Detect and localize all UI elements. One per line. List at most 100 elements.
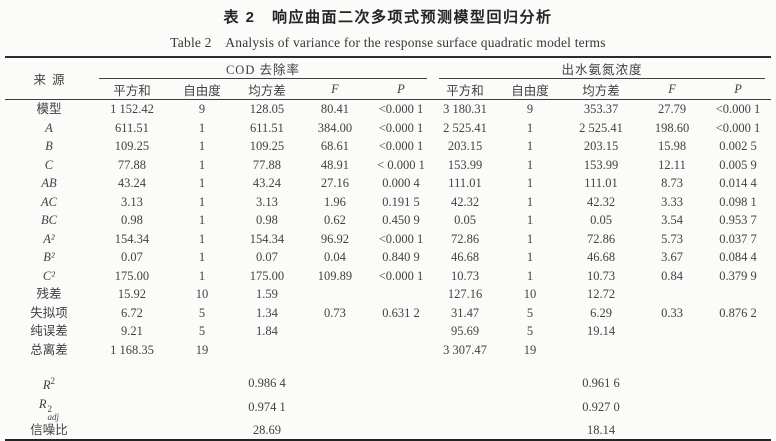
- header-nh-p: P: [734, 81, 742, 96]
- data-cell: 1 168.35: [110, 342, 154, 357]
- row-label: 模型: [36, 102, 62, 116]
- row-label: 残差: [36, 287, 62, 301]
- table-row: 模型 1 152.42 9 128.05 80.41 <0.000 1 3 180.31 9 3…: [5, 100, 771, 119]
- data-cell: 3.13: [256, 194, 278, 209]
- stats-label: 信噪比: [30, 422, 68, 437]
- data-cell: 1: [526, 268, 534, 283]
- row-label: A²: [43, 231, 55, 246]
- page-title-en: Table 2 Analysis of variance for the res…: [170, 35, 606, 50]
- data-cell: 0.005 9: [719, 157, 757, 172]
- header-cod-mean-square: 均方差: [248, 83, 286, 98]
- data-cell: 0.05: [590, 213, 612, 227]
- data-cell: 0.62: [324, 213, 346, 227]
- stats-value-cell: [301, 421, 369, 441]
- data-cell: 1 152.42: [110, 102, 154, 116]
- header-cod-sum-of-squares: 平方和: [113, 83, 151, 98]
- table-header: 来源 COD 去除率 出水氨氮浓度 平方和 自由度 均方差 F P 平方和 自由…: [4, 57, 772, 100]
- data-cell: 0.098 1: [719, 194, 757, 209]
- data-cell: [705, 341, 771, 360]
- data-cell: 80.41: [320, 102, 350, 116]
- data-cell: 5: [198, 324, 206, 338]
- data-cell: [705, 322, 771, 341]
- row-label: AB: [41, 176, 57, 190]
- stats-value-cell: [301, 395, 369, 421]
- data-cell: 1: [198, 250, 206, 264]
- data-cell: 109.89: [317, 268, 353, 283]
- data-cell: 0.037 7: [719, 231, 757, 246]
- data-cell: 5: [526, 324, 534, 338]
- data-cell: 353.37: [583, 102, 619, 116]
- spacer-row: [5, 359, 771, 372]
- data-cell: 0.98: [256, 213, 278, 227]
- page-title-cn: 表 2 响应曲面二次多项式预测模型回归分析: [223, 9, 553, 26]
- stats-value-cell: [639, 421, 705, 441]
- anova-table: 来源 COD 去除率 出水氨氮浓度 平方和 自由度 均方差 F P 平方和 自由…: [4, 56, 772, 441]
- stats-value-cell: [433, 395, 497, 421]
- data-cell: 9.21: [121, 324, 143, 338]
- stats-value-cell: [639, 372, 705, 395]
- data-cell: 1: [526, 231, 534, 246]
- data-cell: 611.51: [115, 120, 149, 135]
- data-cell: <0.000 1: [715, 102, 761, 116]
- data-cell: 3.67: [661, 250, 683, 264]
- stats-value-cell: [433, 421, 497, 441]
- data-cell: 1: [198, 139, 206, 153]
- data-cell: 1: [526, 139, 534, 153]
- data-cell: 1: [198, 213, 206, 227]
- data-cell: 77.88: [117, 157, 147, 172]
- data-cell: <0.000 1: [378, 139, 424, 153]
- row-label: C²: [42, 268, 56, 283]
- table-row: AC 3.13 1 3.13 1.96 0.191 5 42.32 1 42.32 3.33 0.0…: [5, 193, 771, 212]
- stats-value-cell: [301, 372, 369, 395]
- row-label: 失拟项: [30, 305, 68, 320]
- table-row: AB 43.24 1 43.24 27.16 0.000 4 111.01 1 111.01 8.…: [5, 174, 771, 193]
- header-cod-df: 自由度: [183, 83, 221, 98]
- stats-value-cell: 0.974 1: [248, 400, 286, 415]
- data-cell: 48.91: [320, 157, 350, 172]
- data-cell: [639, 285, 705, 304]
- data-cell: 19: [523, 342, 537, 357]
- data-cell: 96.92: [320, 231, 350, 246]
- stats-value-cell: [171, 372, 233, 395]
- table-row: C 77.88 1 77.88 48.91 < 0.000 1 153.99 1 153.99 1…: [5, 156, 771, 175]
- data-cell: 19.14: [586, 324, 616, 338]
- data-cell: [563, 341, 639, 360]
- data-cell: 128.05: [249, 102, 285, 116]
- data-cell: [369, 341, 433, 360]
- data-cell: 0.450 9: [382, 213, 420, 227]
- data-cell: <0.000 1: [378, 120, 424, 135]
- group-header-row: 来源 COD 去除率 出水氨氮浓度: [5, 57, 771, 87]
- data-cell: 1: [198, 268, 206, 283]
- stats-value-cell: [705, 421, 771, 441]
- row-label: AC: [40, 194, 57, 209]
- data-cell: 0.73: [324, 305, 346, 320]
- data-cell: 1: [526, 194, 534, 209]
- data-cell: 77.88: [252, 157, 282, 172]
- data-cell: 10.73: [586, 268, 616, 283]
- data-cell: <0.000 1: [378, 102, 424, 116]
- data-cell: 5: [198, 305, 206, 320]
- data-cell: 27.16: [320, 176, 350, 190]
- stats-value-cell: 0.961 6: [582, 376, 620, 391]
- stats-row: 信噪比 28.69 18.14: [5, 421, 771, 441]
- data-cell: 0.84: [661, 268, 683, 283]
- data-cell: 12.72: [586, 287, 616, 301]
- data-cell: 3.54: [661, 213, 683, 227]
- data-cell: 0.002 5: [719, 139, 757, 153]
- data-cell: 15.98: [657, 139, 687, 153]
- data-cell: 3.13: [121, 194, 143, 209]
- table-row: B² 0.07 1 0.07 0.04 0.840 9 46.68 1 46.68 3.67 0.0…: [5, 248, 771, 267]
- header-group-cod: COD 去除率: [93, 57, 433, 79]
- stats-value-cell: [171, 421, 233, 441]
- data-cell: 9: [198, 102, 206, 116]
- data-cell: 2 525.41: [443, 120, 487, 135]
- data-cell: 0.07: [256, 250, 278, 264]
- header-cod-f: F: [331, 81, 339, 96]
- data-cell: < 0.000 1: [377, 157, 425, 172]
- data-cell: 0.05: [454, 213, 476, 227]
- data-cell: 0.084 4: [719, 250, 757, 264]
- table-row: C² 175.00 1 175.00 109.89 <0.000 1 10.73 1 10.73…: [5, 267, 771, 286]
- data-cell: 175.00: [249, 268, 285, 283]
- data-cell: [301, 285, 369, 304]
- stats-value-cell: 0.927 0: [582, 400, 620, 415]
